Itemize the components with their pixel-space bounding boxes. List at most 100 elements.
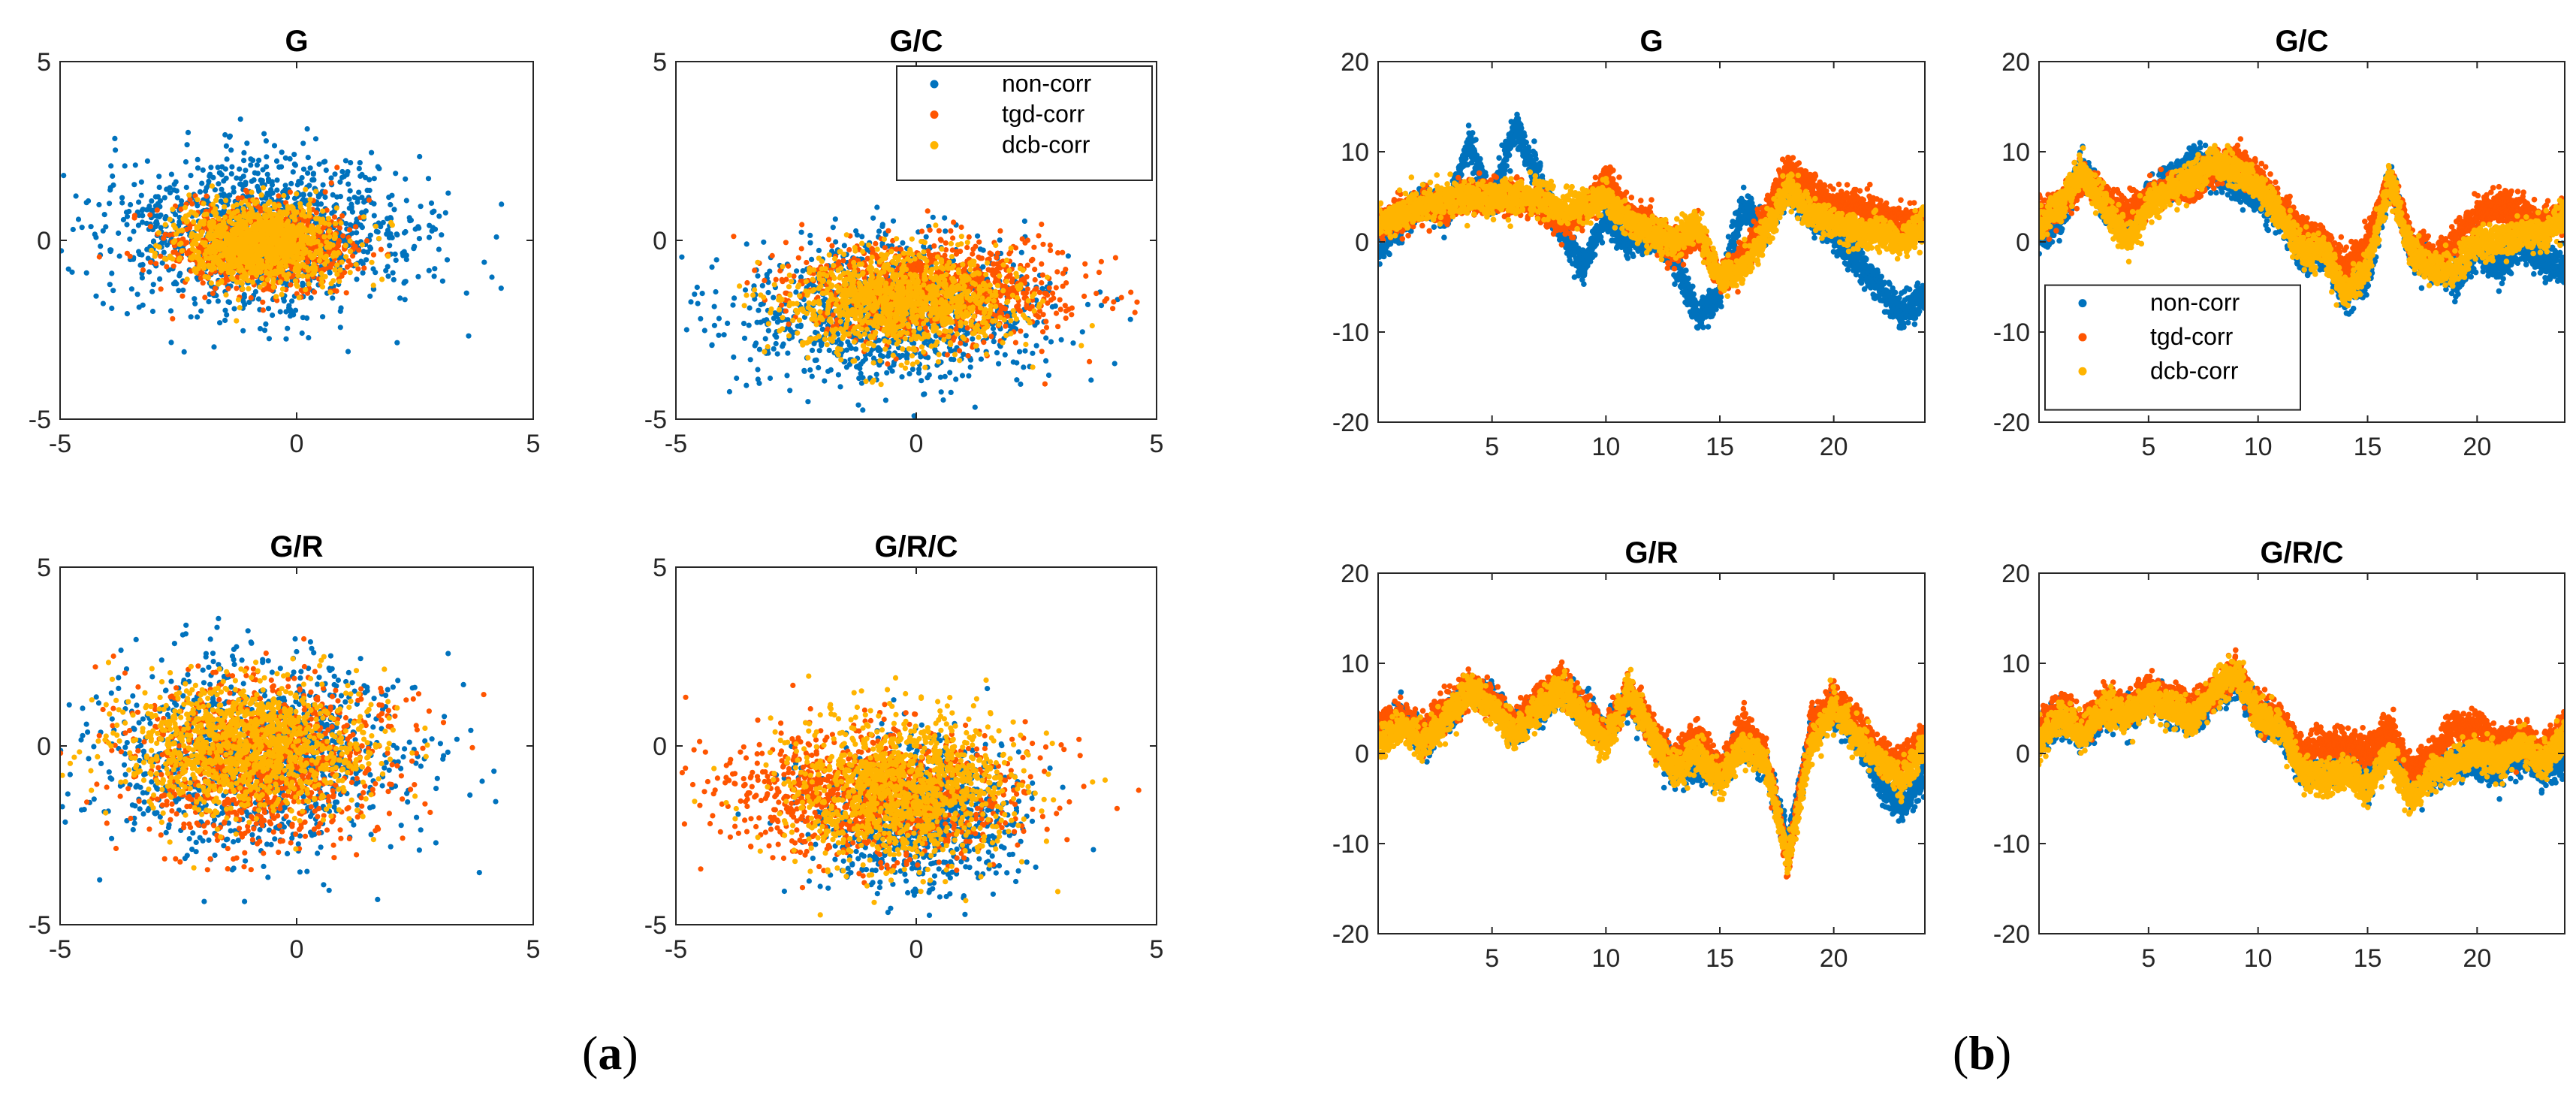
scatter-point	[243, 188, 249, 193]
scatter-point	[300, 331, 305, 336]
scatter-point	[845, 340, 850, 345]
scatter-point	[300, 140, 306, 146]
scatter-point	[291, 169, 296, 174]
scatter-point	[76, 216, 81, 222]
scatter-point	[943, 228, 948, 234]
scatter-point	[332, 214, 337, 219]
y-tick-label: 5	[37, 48, 51, 77]
scatter-point	[229, 171, 234, 177]
scatter-point	[771, 295, 776, 300]
scatter-point	[988, 334, 994, 339]
scatter-point	[223, 292, 228, 297]
scatter-point	[1003, 352, 1008, 358]
scatter-point	[303, 287, 308, 292]
scatter-point	[397, 295, 403, 300]
scatter-point	[125, 251, 130, 256]
scatter-point	[199, 181, 204, 186]
scatter-point	[221, 219, 226, 225]
scatter-point	[499, 285, 504, 291]
scatter-point	[170, 207, 175, 212]
scatter-point	[321, 255, 327, 260]
scatter-point	[489, 274, 494, 279]
scatter-point	[730, 303, 735, 308]
scatter-point	[731, 234, 736, 239]
scatter-point	[157, 185, 162, 190]
scatter-point	[243, 198, 248, 204]
scatter-point	[1047, 285, 1052, 291]
scatter-point	[709, 343, 714, 348]
scatter-point	[371, 252, 376, 258]
scatter-point	[196, 253, 201, 258]
scatter-point	[390, 235, 395, 240]
scatter-point	[97, 254, 102, 259]
scatter-point	[337, 180, 342, 185]
scatter-point	[390, 222, 395, 228]
scatter-point	[978, 246, 983, 252]
scatter-point	[189, 234, 194, 239]
scatter-point	[312, 289, 317, 294]
scatter-point	[186, 192, 192, 198]
scatter-point	[329, 180, 334, 186]
scatter-point	[289, 204, 294, 209]
scatter-point	[297, 201, 303, 207]
scatter-point	[1024, 333, 1029, 338]
scatter-point	[198, 260, 204, 265]
scatter-point	[1112, 361, 1118, 366]
scatter-point	[255, 260, 260, 265]
scatter-point	[185, 142, 190, 147]
scatter-point	[1003, 324, 1008, 329]
scatter-point	[371, 201, 376, 207]
scatter-point	[226, 270, 231, 275]
scatter-point	[243, 180, 248, 185]
scatter-point	[110, 183, 116, 188]
scatter-point	[251, 266, 256, 271]
scatter-point	[301, 167, 306, 172]
scatter-point	[1066, 253, 1071, 258]
scatter-point	[692, 291, 697, 297]
scatter-point	[300, 255, 305, 261]
scatter-point	[241, 150, 246, 155]
scatter-point	[222, 262, 227, 267]
scatter-point	[328, 175, 333, 180]
scatter-point	[354, 276, 359, 282]
scatter-point	[259, 276, 264, 281]
scatter-point	[937, 228, 942, 234]
scatter-point	[279, 292, 285, 297]
scatter-point	[356, 190, 361, 195]
scatter-point	[308, 197, 313, 202]
scatter-point	[189, 314, 194, 319]
scatter-point	[403, 229, 408, 234]
scatter-point	[248, 259, 253, 264]
scatter-point	[291, 152, 297, 157]
scatter-point	[833, 216, 838, 222]
scatter-point	[228, 240, 234, 246]
scatter-point	[388, 202, 393, 207]
scatter-point	[265, 172, 270, 177]
scatter-point	[217, 171, 222, 176]
scatter-point	[234, 202, 240, 207]
scatter-point	[376, 229, 381, 234]
scatter-point	[164, 264, 169, 269]
scatter-point	[137, 262, 143, 267]
scatter-point	[254, 249, 259, 255]
scatter-point	[323, 274, 328, 279]
plot-area	[650, 204, 1171, 443]
scatter-point	[360, 242, 365, 247]
scatter-point	[279, 267, 285, 273]
scatter-point	[263, 207, 268, 212]
scatter-point	[155, 213, 160, 219]
scatter-point	[202, 212, 207, 217]
scatter-point	[394, 232, 400, 237]
scatter-point	[337, 267, 342, 273]
scatter-point	[822, 379, 827, 384]
scatter-point	[320, 314, 325, 319]
scatter-point	[1070, 340, 1075, 346]
scatter-point	[311, 171, 316, 177]
scatter-point	[853, 228, 858, 234]
scatter-point	[1059, 337, 1064, 343]
scatter-point	[261, 307, 266, 312]
scatter-point	[278, 309, 283, 314]
scatter-point	[765, 290, 771, 295]
scatter-point	[207, 264, 212, 270]
scatter-point	[731, 295, 737, 300]
